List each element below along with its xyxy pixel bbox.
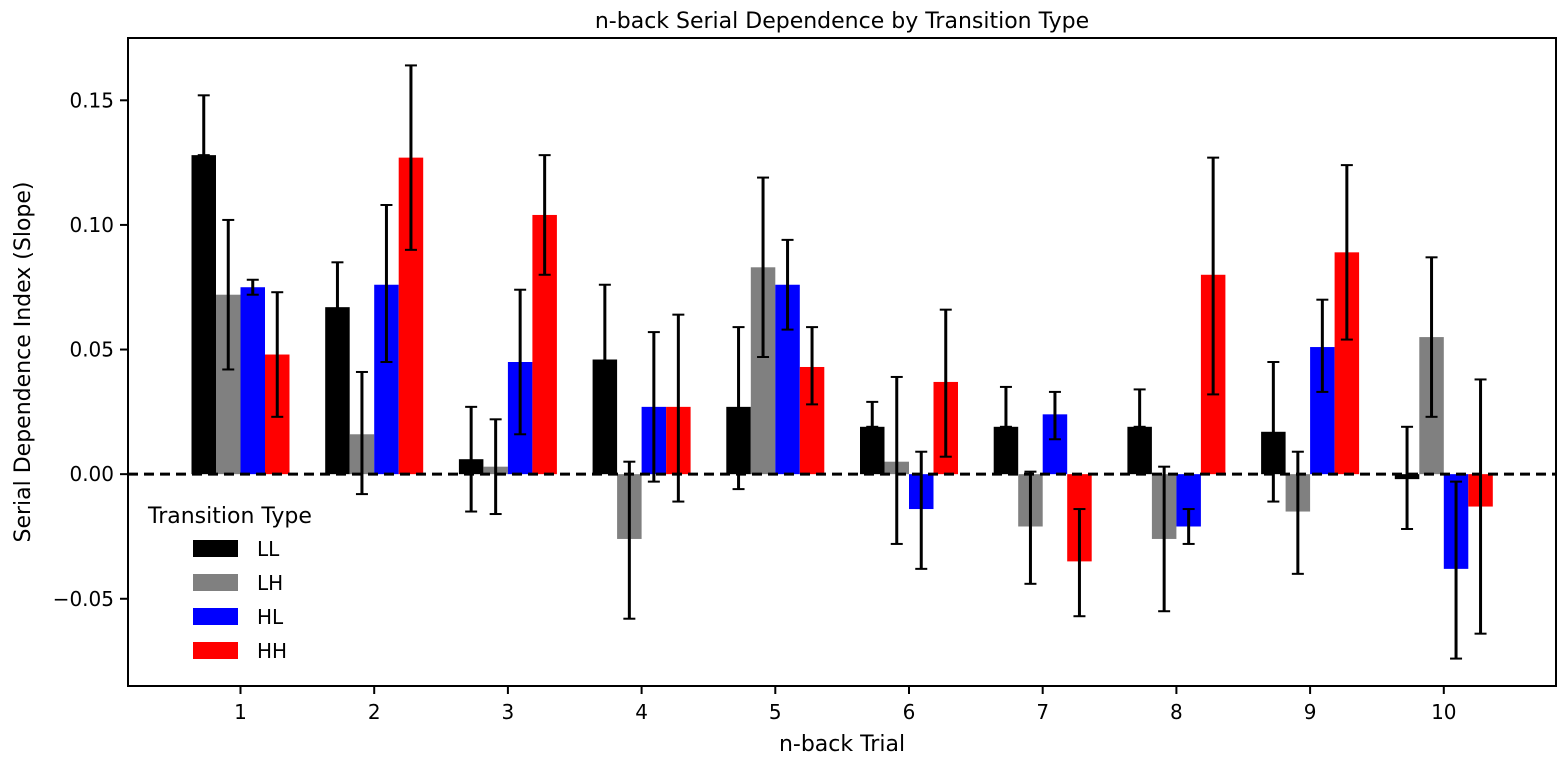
error-bar-hl-1 — [246, 278, 259, 296]
error-bar-hh-4 — [672, 313, 685, 503]
plot-area — [128, 64, 1556, 660]
error-bar-hl-7 — [1048, 390, 1061, 441]
error-bar-hh-3 — [538, 154, 551, 276]
error-bar-hl-4 — [647, 331, 660, 483]
y-tick-label: 0.00 — [69, 462, 114, 486]
y-tick-label: 0.15 — [69, 88, 114, 112]
error-bar-ll-3 — [465, 405, 478, 513]
error-bar-lh-8 — [1158, 465, 1171, 613]
error-bar-hh-6 — [939, 308, 952, 458]
error-bar-hh-7 — [1073, 508, 1086, 618]
error-bar-lh-9 — [1291, 450, 1304, 575]
error-bar-ll-7 — [999, 385, 1012, 428]
bar-hl-1 — [240, 287, 265, 475]
x-tick-label: 4 — [635, 700, 648, 724]
y-tick-label: 0.05 — [69, 338, 114, 362]
x-tick-label: 9 — [1304, 700, 1317, 724]
legend-label-hl: HL — [257, 605, 284, 629]
x-tick-label: 5 — [769, 700, 782, 724]
error-bar-lh-2 — [355, 370, 368, 496]
error-bar-ll-2 — [331, 261, 344, 354]
error-bar-hl-6 — [915, 450, 928, 570]
legend-label-hh: HH — [257, 639, 287, 663]
error-bar-lh-10 — [1425, 256, 1438, 418]
legend: Transition Type LL LH HL HH — [147, 504, 312, 663]
x-tick-label: 8 — [1170, 700, 1183, 724]
y-axis-label: Serial Dependence Index (Slope) — [11, 182, 36, 543]
legend-swatch-lh — [193, 574, 238, 591]
error-bar-hl-9 — [1316, 298, 1329, 393]
x-tick-label: 2 — [368, 700, 381, 724]
error-bar-hl-8 — [1182, 508, 1195, 545]
error-bar-hl-3 — [514, 288, 527, 436]
bar-ll-7 — [993, 426, 1019, 475]
bar-ll-1 — [191, 155, 216, 475]
x-tick-label: 10 — [1431, 700, 1456, 724]
error-bar-lh-3 — [489, 418, 502, 516]
error-bar-hl-2 — [380, 203, 393, 363]
y-tick-label: −0.05 — [53, 587, 114, 611]
x-tick-label: 1 — [234, 700, 247, 724]
x-axis-label: n-back Trial — [779, 732, 905, 757]
error-bar-hh-2 — [404, 64, 417, 251]
plot-frame — [127, 37, 1557, 687]
error-bar-ll-10 — [1401, 425, 1414, 530]
error-bar-ll-9 — [1267, 361, 1280, 503]
y-tick-label: 0.10 — [69, 213, 114, 237]
legend-swatch-hl — [193, 608, 238, 625]
error-bar-hh-1 — [271, 291, 284, 418]
error-bar-ll-4 — [598, 283, 611, 436]
bar-ll-6 — [860, 426, 885, 475]
error-bar-hl-10 — [1450, 480, 1463, 660]
error-bar-ll-1 — [197, 94, 210, 157]
error-bar-hl-5 — [781, 238, 794, 331]
error-bar-hh-10 — [1474, 378, 1487, 635]
error-bar-lh-7 — [1024, 470, 1037, 585]
y-axis-ticks: −0.05 0.00 0.05 0.10 0.15 — [53, 88, 128, 611]
error-bar-ll-8 — [1133, 388, 1146, 428]
error-bar-hh-9 — [1340, 164, 1353, 341]
x-tick-label: 6 — [903, 700, 916, 724]
x-axis-ticks: 1 2 3 4 5 6 7 8 9 10 — [234, 686, 1457, 724]
legend-title: Transition Type — [147, 504, 312, 529]
chart-title: n-back Serial Dependence by Transition T… — [595, 9, 1089, 34]
error-bar-lh-4 — [623, 460, 636, 620]
error-bar-ll-6 — [866, 400, 879, 428]
error-bar-lh-6 — [890, 375, 903, 545]
x-tick-label: 7 — [1036, 700, 1049, 724]
bar-ll-8 — [1127, 426, 1152, 475]
legend-label-ll: LL — [257, 537, 280, 561]
error-bar-hh-5 — [806, 326, 819, 406]
error-bar-ll-5 — [732, 326, 745, 491]
error-bar-lh-5 — [757, 176, 770, 359]
legend-label-lh: LH — [257, 571, 283, 595]
legend-swatch-ll — [193, 540, 238, 557]
legend-swatch-hh — [193, 642, 238, 659]
x-tick-label: 3 — [502, 700, 515, 724]
error-bar-hh-8 — [1207, 156, 1220, 396]
error-bar-lh-1 — [222, 218, 235, 371]
